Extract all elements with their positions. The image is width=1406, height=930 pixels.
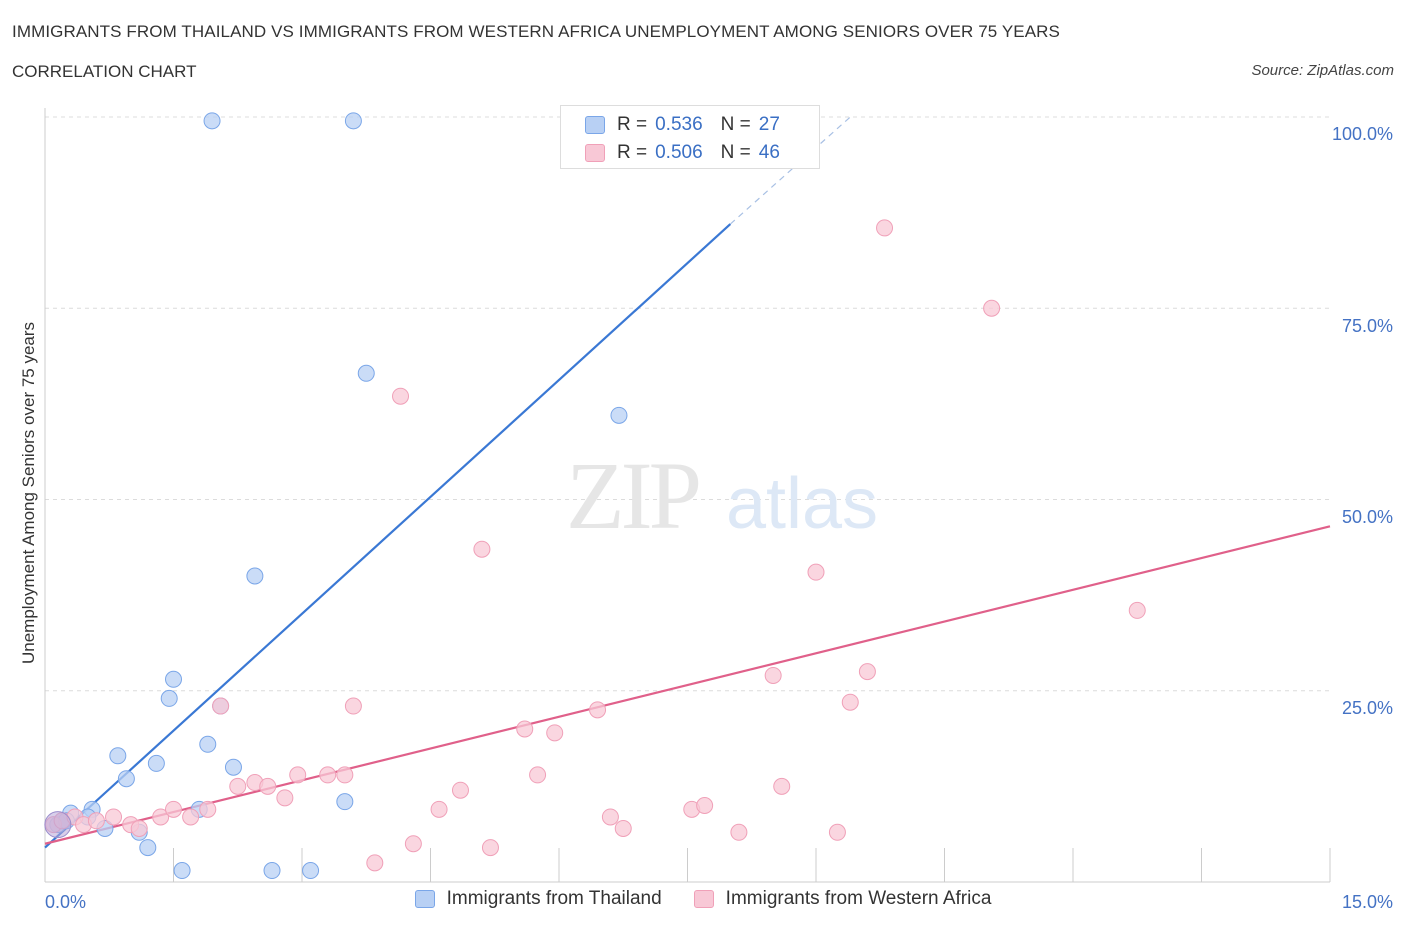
western-africa-point-17	[289, 766, 307, 784]
western-africa-point-35	[696, 797, 714, 814]
western-africa-point-22	[392, 387, 410, 405]
trend-line-0	[44, 223, 732, 849]
thailand-point-15	[199, 735, 217, 753]
western-africa-point-16	[276, 789, 294, 807]
thailand-point-21	[302, 862, 320, 880]
western-africa-point-42	[858, 663, 876, 681]
legend-n-value: 46	[758, 142, 780, 163]
thailand-point-19	[246, 567, 264, 585]
bottom-legend: Immigrants from Thailand Immigrants from…	[0, 888, 1406, 910]
western-africa-point-12	[212, 697, 230, 715]
western-africa-point-24	[430, 800, 448, 818]
bottom-legend-swatch-western-africa	[693, 890, 714, 908]
y-tick-label: 75.0%	[1342, 316, 1393, 336]
western-africa-point-27	[481, 839, 499, 857]
thailand-point-9	[139, 839, 157, 857]
bottom-legend-swatch-thailand	[414, 890, 435, 908]
bottom-legend-label-western-africa: Immigrants from Western Africa	[725, 888, 992, 909]
thailand-point-25	[610, 406, 628, 424]
bottom-legend-label-thailand: Immigrants from Thailand	[446, 888, 662, 909]
western-africa-point-44	[983, 299, 1001, 317]
western-africa-point-4	[87, 812, 105, 830]
legend-r-label: R =	[617, 142, 648, 163]
western-africa-point-15	[259, 777, 277, 795]
western-africa-point-33	[614, 819, 632, 837]
legend-r-value: 0.536	[655, 114, 703, 135]
bottom-legend-thailand: Immigrants from Thailand	[414, 888, 662, 910]
legend-swatch-western-africa	[585, 144, 605, 162]
western-africa-point-39	[807, 563, 825, 581]
western-africa-point-11	[199, 800, 217, 818]
western-africa-point-26	[473, 540, 491, 558]
western-africa-point-43	[876, 219, 894, 237]
western-africa-point-25	[451, 781, 469, 799]
western-africa-point-30	[546, 724, 564, 742]
chart-title: IMMIGRANTS FROM THAILAND VS IMMIGRANTS F…	[12, 22, 1060, 41]
western-africa-point-18	[319, 766, 337, 784]
thailand-point-6	[109, 747, 127, 765]
western-africa-point-32	[601, 808, 619, 826]
western-africa-point-10	[182, 808, 200, 826]
thailand-point-23	[344, 112, 362, 130]
western-africa-point-19	[336, 766, 354, 784]
legend-box: R = 0.536 N = 27 R = 0.506 N = 46	[560, 105, 820, 169]
western-africa-point-5	[105, 808, 123, 826]
thailand-point-12	[165, 670, 182, 688]
legend-n-label: N =	[720, 114, 751, 135]
y-axis-label: Unemployment Among Seniors over 75 years	[19, 322, 38, 664]
watermark-atlas: atlas	[726, 464, 878, 544]
thailand-point-22	[336, 793, 354, 811]
western-africa-point-23	[404, 835, 422, 853]
trend-line-extension-0	[729, 116, 851, 225]
bottom-legend-western-africa: Immigrants from Western Africa	[693, 888, 992, 910]
y-tick-label: 50.0%	[1342, 507, 1393, 527]
legend-r-value: 0.506	[655, 142, 703, 163]
y-tick-label: 25.0%	[1342, 698, 1393, 718]
western-africa-point-7	[130, 819, 148, 837]
tick-labels: 25.0% 50.0% 75.0% 100.0% 0.0% 15.0%	[45, 124, 1393, 912]
chart-subtitle: CORRELATION CHART	[12, 62, 197, 81]
thailand-point-7	[117, 770, 135, 788]
thailand-point-18	[224, 758, 242, 776]
western-africa-point-38	[773, 777, 791, 795]
watermark: ZIP atlas	[566, 442, 878, 549]
legend-row-thailand: R = 0.536 N = 27	[585, 113, 780, 137]
western-africa-point-36	[730, 823, 748, 841]
thailand-point-20	[263, 862, 281, 880]
trend-line-1	[44, 525, 1331, 845]
legend-n-label: N =	[720, 142, 751, 163]
western-africa-point-20	[344, 697, 362, 715]
western-africa-point-29	[529, 766, 547, 784]
thailand-point-24	[357, 364, 375, 382]
western-africa-point-8	[152, 808, 170, 826]
western-africa-point-31	[589, 701, 607, 719]
legend-swatch-thailand	[585, 116, 605, 134]
western-africa-point-40	[828, 823, 846, 841]
legend-row-western-africa: R = 0.506 N = 46	[585, 141, 780, 165]
western-africa-point-45	[1128, 601, 1146, 619]
watermark-zip: ZIP	[566, 442, 699, 549]
thailand-point-10	[147, 754, 165, 772]
axes	[44, 108, 1331, 883]
x-tick-label: 0.0%	[45, 892, 86, 912]
western-africa-point-9	[165, 800, 182, 818]
cluster-point	[44, 811, 72, 839]
source-label: Source: ZipAtlas.com	[1251, 62, 1394, 79]
thailand-point-16	[203, 112, 221, 130]
western-africa-point-37	[764, 666, 782, 684]
western-africa-point-28	[516, 720, 534, 738]
western-africa-point-41	[841, 693, 859, 711]
western-africa-point-13	[229, 777, 247, 795]
thailand-point-13	[173, 862, 191, 880]
y-tick-label: 100.0%	[1332, 124, 1393, 144]
trend-lines	[44, 116, 1331, 849]
legend-n-value: 27	[758, 114, 780, 135]
data-points	[44, 112, 1146, 880]
x-tick-label: 15.0%	[1342, 892, 1393, 912]
western-africa-point-21	[366, 854, 384, 872]
thailand-point-11	[160, 689, 178, 707]
legend-r-label: R =	[617, 114, 648, 135]
